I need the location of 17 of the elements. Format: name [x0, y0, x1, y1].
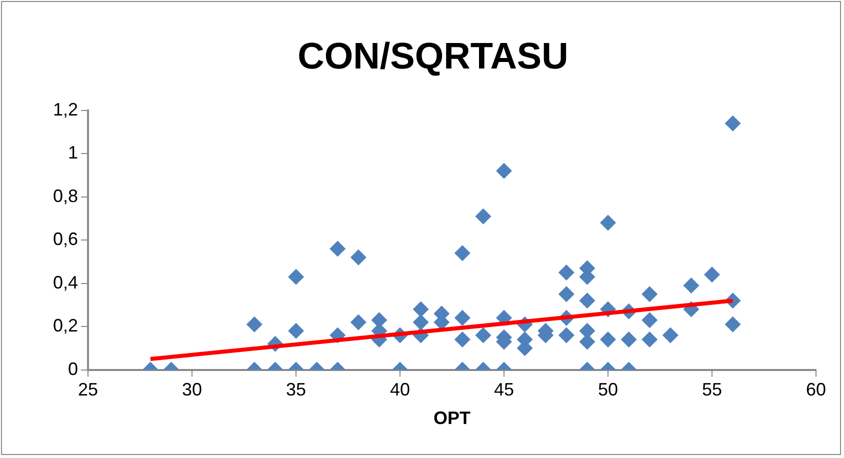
y-tick-label: 0,6: [52, 229, 78, 250]
x-tick-label: 55: [702, 380, 722, 400]
y-tick-label: 1: [68, 142, 78, 163]
x-tick-label: 45: [494, 380, 514, 400]
y-tick-label: 0,4: [52, 272, 78, 292]
x-tick-label: 30: [182, 380, 202, 400]
y-tick-label: 0: [68, 358, 78, 379]
x-axis-title: OPT: [434, 408, 471, 428]
x-tick-label: 40: [390, 380, 410, 400]
x-tick-label: 25: [78, 380, 98, 400]
chart-title: CON/SQRTASU: [298, 35, 568, 76]
x-tick-label: 50: [598, 380, 618, 400]
x-tick-label: 35: [286, 380, 306, 400]
x-tick-label: 60: [806, 380, 826, 400]
y-tick-label: 0,8: [52, 186, 78, 206]
y-tick-label: 1,2: [52, 99, 78, 120]
y-tick-label: 0,2: [52, 316, 78, 336]
